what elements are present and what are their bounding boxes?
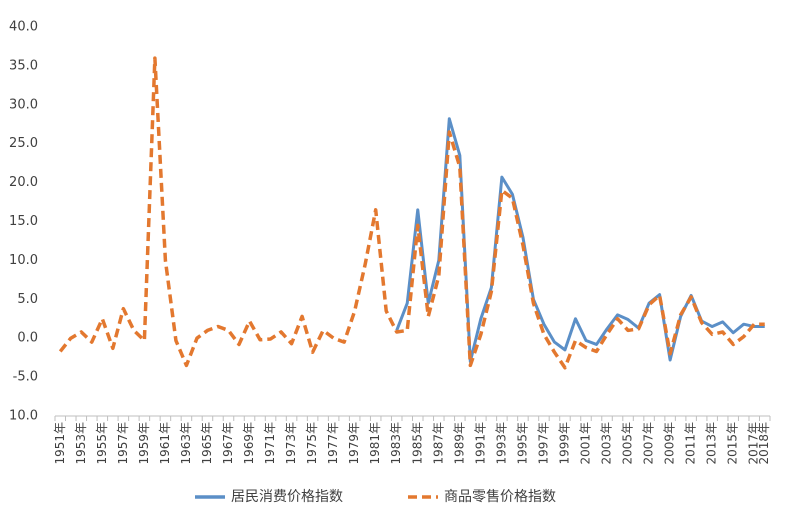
x-tick-label: 1985年 [410, 422, 424, 465]
series-line [58, 56, 765, 370]
y-tick-label: 40.0 [9, 20, 38, 35]
y-tick-label: 10.0 [9, 409, 38, 424]
x-tick-label: 2013年 [705, 422, 719, 465]
x-tick-label: 2017年 [747, 422, 761, 465]
legend-label: 商品零售价格指数 [444, 489, 556, 505]
x-tick-label: 2007年 [642, 422, 656, 465]
x-tick-label: 1983年 [389, 422, 403, 465]
x-tick-label: 1953年 [74, 422, 88, 465]
y-tick-label: 15.0 [9, 214, 38, 229]
y-tick-label: 5.0 [17, 292, 38, 307]
y-tick-label: -5.0 [13, 370, 38, 385]
y-tick-label: 25.0 [9, 136, 38, 151]
x-tick-label: 1967年 [221, 422, 235, 465]
x-tick-label: 2005年 [621, 422, 635, 465]
x-tick-label: 2011年 [684, 422, 698, 465]
x-tick-label: 1995年 [515, 422, 529, 465]
x-tick-label: 1991年 [473, 422, 487, 465]
y-tick-label: 0.0 [17, 331, 38, 346]
x-tick-label: 2001年 [578, 422, 592, 465]
x-tick-label: 1957年 [116, 422, 130, 465]
x-tick-label: 1969年 [242, 422, 256, 465]
x-tick-label: 2009年 [663, 422, 677, 465]
y-tick-label: 10.0 [9, 253, 38, 268]
x-tick-label: 2003年 [600, 422, 614, 465]
y-tick-label: 30.0 [9, 97, 38, 112]
x-tick-label: 1997年 [536, 422, 550, 465]
x-tick-label: 1987年 [431, 422, 445, 465]
x-tick-label: 1959年 [137, 422, 151, 465]
x-tick-label: 1973年 [284, 422, 298, 465]
x-tick-label: 1955年 [95, 422, 109, 465]
y-tick-label: 35.0 [9, 58, 38, 73]
series-line [395, 117, 765, 364]
x-tick-label: 1961年 [158, 422, 172, 465]
x-tick-label: 1989年 [452, 422, 466, 465]
x-tick-label: 1975年 [305, 422, 319, 465]
x-tick-label: 1963年 [179, 422, 193, 465]
x-tick-label: 2015年 [726, 422, 740, 465]
x-tick-label: 2018年 [757, 422, 771, 465]
x-tick-label: 1965年 [200, 422, 214, 465]
x-tick-label: 1999年 [557, 422, 571, 465]
x-tick-label: 1993年 [494, 422, 508, 465]
x-tick-label: 1951年 [53, 422, 67, 465]
x-tick-label: 1977年 [326, 422, 340, 465]
x-tick-label: 1971年 [263, 422, 277, 465]
y-tick-label: 20.0 [9, 175, 38, 190]
legend-label: 居民消费价格指数 [231, 489, 343, 505]
x-tick-label: 1981年 [368, 422, 382, 465]
x-tick-label: 1979年 [347, 422, 361, 465]
